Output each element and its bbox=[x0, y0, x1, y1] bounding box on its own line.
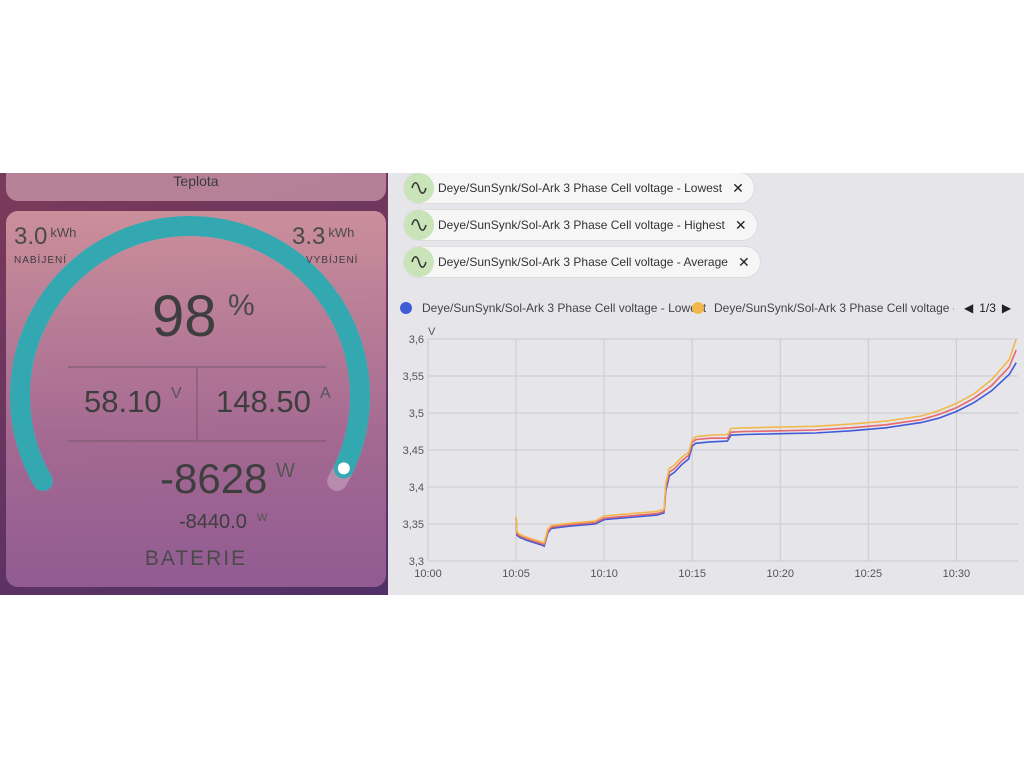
close-icon[interactable]: ✕ bbox=[732, 179, 744, 196]
legend-color-dot bbox=[692, 302, 704, 314]
gauge-fill bbox=[10, 215, 370, 491]
close-icon[interactable]: ✕ bbox=[734, 216, 747, 233]
charge-energy-unit: kWh bbox=[50, 225, 77, 240]
entity-chip-label: Deye/SunSynk/Sol-Ark 3 Phase Cell voltag… bbox=[438, 218, 725, 232]
divider-bottom bbox=[68, 440, 326, 442]
current-unit: A bbox=[320, 385, 331, 402]
x-tick-label: 10:25 bbox=[855, 568, 883, 580]
x-tick-label: 10:10 bbox=[590, 568, 618, 580]
entity-chip-highest[interactable]: Deye/SunSynk/Sol-Ark 3 Phase Cell voltag… bbox=[404, 210, 757, 240]
y-tick-label: 3,4 bbox=[409, 482, 424, 494]
legend-item-highest[interactable]: Deye/SunSynk/Sol-Ark 3 Phase Cell voltag… bbox=[692, 301, 954, 315]
battery-card[interactable]: 3.0 kWh NABÍJENÍ 3.3 kWh VYBÍJENÍ 98 % 58.… bbox=[6, 211, 386, 587]
sine-wave-icon bbox=[404, 247, 434, 277]
gauge-end-marker bbox=[337, 462, 350, 475]
x-tick-label: 10:00 bbox=[414, 568, 442, 580]
voltage-value: 58.10 bbox=[84, 384, 162, 419]
x-tick-label: 10:20 bbox=[766, 568, 794, 580]
discharge-energy: 3.3 kWh bbox=[292, 223, 354, 251]
chevron-right-icon[interactable]: ▶ bbox=[1001, 301, 1012, 315]
charge-energy: 3.0 kWh bbox=[14, 223, 76, 251]
divider-top bbox=[68, 366, 326, 368]
y-tick-label: 3,35 bbox=[403, 519, 424, 531]
legend-pager: ◀ 1/3 ▶ bbox=[964, 301, 1011, 315]
series-line-lowest bbox=[515, 362, 1017, 548]
soc-unit: % bbox=[228, 289, 255, 322]
series-line-highest bbox=[515, 338, 1017, 544]
power-secondary-unit: W bbox=[257, 512, 268, 524]
legend-color-dot bbox=[400, 302, 412, 314]
temperature-card[interactable]: Teplota bbox=[6, 173, 386, 201]
y-tick-label: 3,45 bbox=[403, 445, 424, 457]
y-tick-label: 3,55 bbox=[403, 371, 424, 383]
divider-vertical bbox=[196, 368, 198, 440]
x-tick-label: 10:05 bbox=[502, 568, 530, 580]
discharge-label: VYBÍJENÍ bbox=[306, 255, 359, 266]
y-axis-label: V bbox=[428, 326, 436, 338]
battery-soc-gauge bbox=[10, 215, 370, 491]
battery-title: BATERIE bbox=[144, 547, 248, 570]
y-axis-ticks: 3,3 3,35 3,4 3,45 3,5 3,55 3,6 bbox=[403, 334, 424, 568]
cell-voltage-chart: 3,3 3,35 3,4 3,45 3,5 3,55 3,6 10:00 10:05 10:10… bbox=[403, 326, 1018, 580]
power-secondary-value: -8440.0 bbox=[179, 511, 247, 533]
current-value: 148.50 bbox=[216, 384, 311, 419]
charge-energy-value: 3.0 bbox=[14, 223, 48, 250]
sine-wave-icon bbox=[404, 210, 434, 240]
entity-chip-label: Deye/SunSynk/Sol-Ark 3 Phase Cell voltag… bbox=[438, 181, 723, 195]
legend-label: Deye/SunSynk/Sol-Ark 3 Phase Cell voltag… bbox=[422, 301, 707, 315]
legend-item-lowest[interactable]: Deye/SunSynk/Sol-Ark 3 Phase Cell voltag… bbox=[400, 301, 706, 315]
chevron-left-icon[interactable]: ◀ bbox=[964, 301, 974, 315]
y-tick-label: 3,6 bbox=[409, 334, 424, 346]
legend-label: Deye/SunSynk/Sol-Ark 3 Phase Cell voltag… bbox=[714, 301, 954, 315]
entity-chip-lowest[interactable]: Deye/SunSynk/Sol-Ark 3 Phase Cell voltag… bbox=[404, 173, 754, 203]
discharge-energy-unit: kWh bbox=[328, 225, 355, 240]
temperature-card-label: Teplota bbox=[173, 173, 219, 189]
voltage-unit: V bbox=[171, 385, 182, 402]
chart-series bbox=[515, 338, 1017, 548]
battery-panel: Teplota 3.0 kWh NABÍJENÍ 3.3 kWh VYBÍJENÍ … bbox=[0, 173, 388, 595]
close-icon[interactable]: ✕ bbox=[737, 253, 750, 270]
power-unit: W bbox=[276, 460, 295, 482]
charge-label: NABÍJENÍ bbox=[14, 255, 68, 266]
power-value: -8628 bbox=[160, 455, 268, 502]
history-panel: Deye/SunSynk/Sol-Ark 3 Phase Cell voltag… bbox=[388, 173, 1024, 595]
x-tick-label: 10:15 bbox=[678, 568, 706, 580]
x-tick-label: 10:30 bbox=[943, 568, 971, 580]
sine-wave-icon bbox=[404, 173, 434, 203]
entity-chip-average[interactable]: Deye/SunSynk/Sol-Ark 3 Phase Cell voltag… bbox=[404, 247, 760, 277]
y-tick-label: 3,5 bbox=[409, 408, 424, 420]
soc-value: 98 bbox=[152, 284, 217, 349]
x-axis-ticks: 10:00 10:05 10:10 10:15 10:20 10:25 10:30 bbox=[414, 568, 970, 580]
entity-chip-label: Deye/SunSynk/Sol-Ark 3 Phase Cell voltag… bbox=[438, 255, 728, 269]
discharge-energy-value: 3.3 bbox=[292, 223, 326, 250]
legend-page-indicator: 1/3 bbox=[979, 301, 996, 315]
series-line-average bbox=[515, 349, 1017, 546]
y-tick-label: 3,3 bbox=[409, 556, 424, 568]
